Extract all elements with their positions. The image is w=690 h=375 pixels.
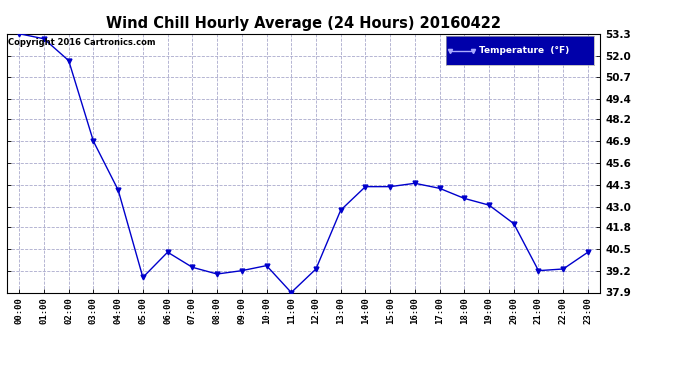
Title: Wind Chill Hourly Average (24 Hours) 20160422: Wind Chill Hourly Average (24 Hours) 201…: [106, 16, 501, 31]
Text: Copyright 2016 Cartronics.com: Copyright 2016 Cartronics.com: [8, 38, 155, 46]
